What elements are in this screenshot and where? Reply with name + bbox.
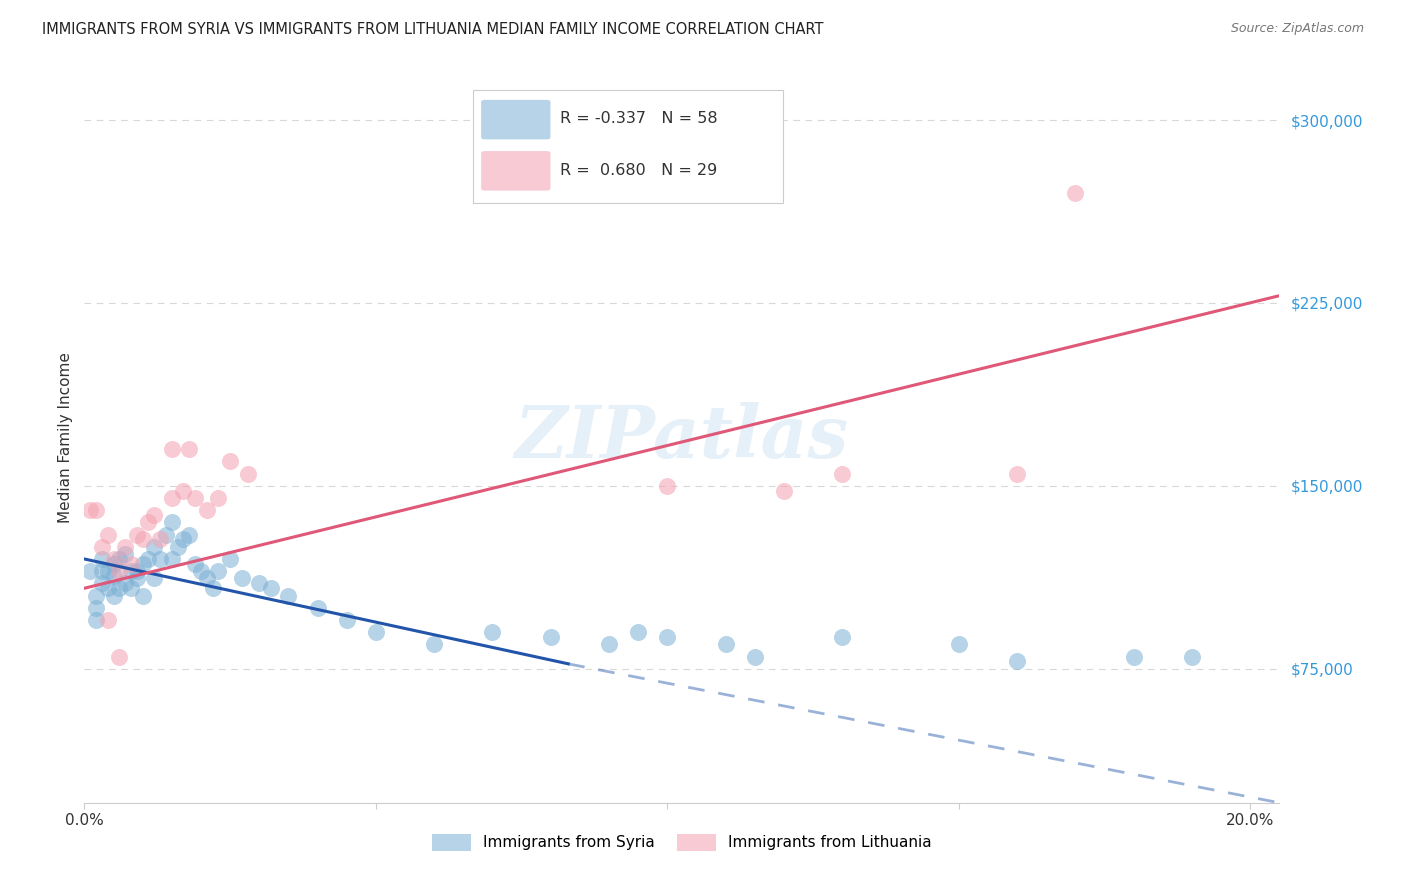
Point bbox=[831, 630, 853, 644]
Point bbox=[120, 557, 142, 571]
Point bbox=[125, 564, 148, 578]
Point bbox=[247, 576, 270, 591]
Point bbox=[166, 540, 188, 554]
Point bbox=[131, 589, 153, 603]
Point bbox=[219, 552, 242, 566]
Point bbox=[277, 589, 299, 603]
Point bbox=[236, 467, 259, 481]
FancyBboxPatch shape bbox=[472, 90, 783, 203]
Point bbox=[79, 503, 101, 517]
Point bbox=[143, 572, 166, 586]
Point bbox=[103, 589, 125, 603]
Point bbox=[423, 637, 446, 651]
Point bbox=[143, 508, 166, 522]
Point bbox=[160, 552, 183, 566]
Point bbox=[97, 613, 120, 627]
Point bbox=[207, 564, 229, 578]
Point bbox=[1064, 186, 1087, 201]
Point bbox=[540, 630, 562, 644]
Point bbox=[219, 454, 242, 468]
Point bbox=[103, 557, 125, 571]
Point bbox=[1181, 649, 1204, 664]
Point bbox=[184, 491, 207, 505]
Point bbox=[172, 533, 194, 547]
Point bbox=[231, 572, 253, 586]
Point bbox=[90, 540, 112, 554]
Point bbox=[195, 572, 218, 586]
Point bbox=[97, 527, 120, 541]
Point bbox=[84, 600, 107, 615]
Point bbox=[1005, 654, 1028, 668]
Text: R =  0.680   N = 29: R = 0.680 N = 29 bbox=[560, 162, 717, 178]
Point bbox=[138, 552, 160, 566]
Point bbox=[108, 564, 131, 578]
Legend: Immigrants from Syria, Immigrants from Lithuania: Immigrants from Syria, Immigrants from L… bbox=[426, 828, 938, 857]
Point bbox=[336, 613, 359, 627]
Point bbox=[125, 572, 148, 586]
Point bbox=[90, 564, 112, 578]
Point bbox=[201, 581, 224, 595]
Point bbox=[948, 637, 970, 651]
Point bbox=[138, 516, 160, 530]
Point bbox=[79, 564, 101, 578]
Point bbox=[108, 581, 131, 595]
Point bbox=[114, 576, 136, 591]
Point bbox=[108, 649, 131, 664]
Point bbox=[190, 564, 212, 578]
Point bbox=[84, 503, 107, 517]
Point bbox=[307, 600, 329, 615]
Point bbox=[97, 581, 120, 595]
Point bbox=[120, 564, 142, 578]
Point bbox=[195, 503, 218, 517]
Point bbox=[131, 533, 153, 547]
Text: R = -0.337   N = 58: R = -0.337 N = 58 bbox=[560, 112, 717, 127]
Point bbox=[657, 630, 679, 644]
Point bbox=[90, 576, 112, 591]
Point bbox=[831, 467, 853, 481]
Point bbox=[714, 637, 737, 651]
Point bbox=[364, 625, 387, 640]
Point bbox=[114, 547, 136, 561]
Point bbox=[773, 483, 796, 498]
Point bbox=[149, 552, 172, 566]
Point bbox=[114, 540, 136, 554]
Point bbox=[179, 527, 201, 541]
Point bbox=[149, 533, 172, 547]
Point bbox=[598, 637, 620, 651]
Point bbox=[1005, 467, 1028, 481]
Point bbox=[184, 557, 207, 571]
Point bbox=[84, 589, 107, 603]
Point bbox=[160, 491, 183, 505]
Point bbox=[627, 625, 650, 640]
Point bbox=[207, 491, 229, 505]
Point bbox=[179, 442, 201, 457]
Point bbox=[657, 479, 679, 493]
Point bbox=[481, 625, 503, 640]
Point bbox=[97, 564, 120, 578]
Point bbox=[108, 552, 131, 566]
Point bbox=[131, 557, 153, 571]
Point bbox=[160, 442, 183, 457]
Y-axis label: Median Family Income: Median Family Income bbox=[58, 351, 73, 523]
Point bbox=[84, 613, 107, 627]
Point bbox=[744, 649, 766, 664]
Point bbox=[160, 516, 183, 530]
Point bbox=[103, 569, 125, 583]
Text: ZIPatlas: ZIPatlas bbox=[515, 401, 849, 473]
FancyBboxPatch shape bbox=[481, 151, 551, 191]
Point bbox=[172, 483, 194, 498]
Point bbox=[143, 540, 166, 554]
Point bbox=[120, 581, 142, 595]
Point bbox=[103, 552, 125, 566]
Point bbox=[260, 581, 283, 595]
FancyBboxPatch shape bbox=[481, 100, 551, 139]
Point bbox=[125, 527, 148, 541]
Point bbox=[155, 527, 177, 541]
Text: IMMIGRANTS FROM SYRIA VS IMMIGRANTS FROM LITHUANIA MEDIAN FAMILY INCOME CORRELAT: IMMIGRANTS FROM SYRIA VS IMMIGRANTS FROM… bbox=[42, 22, 824, 37]
Text: Source: ZipAtlas.com: Source: ZipAtlas.com bbox=[1230, 22, 1364, 36]
Point bbox=[1122, 649, 1144, 664]
Point bbox=[90, 552, 112, 566]
